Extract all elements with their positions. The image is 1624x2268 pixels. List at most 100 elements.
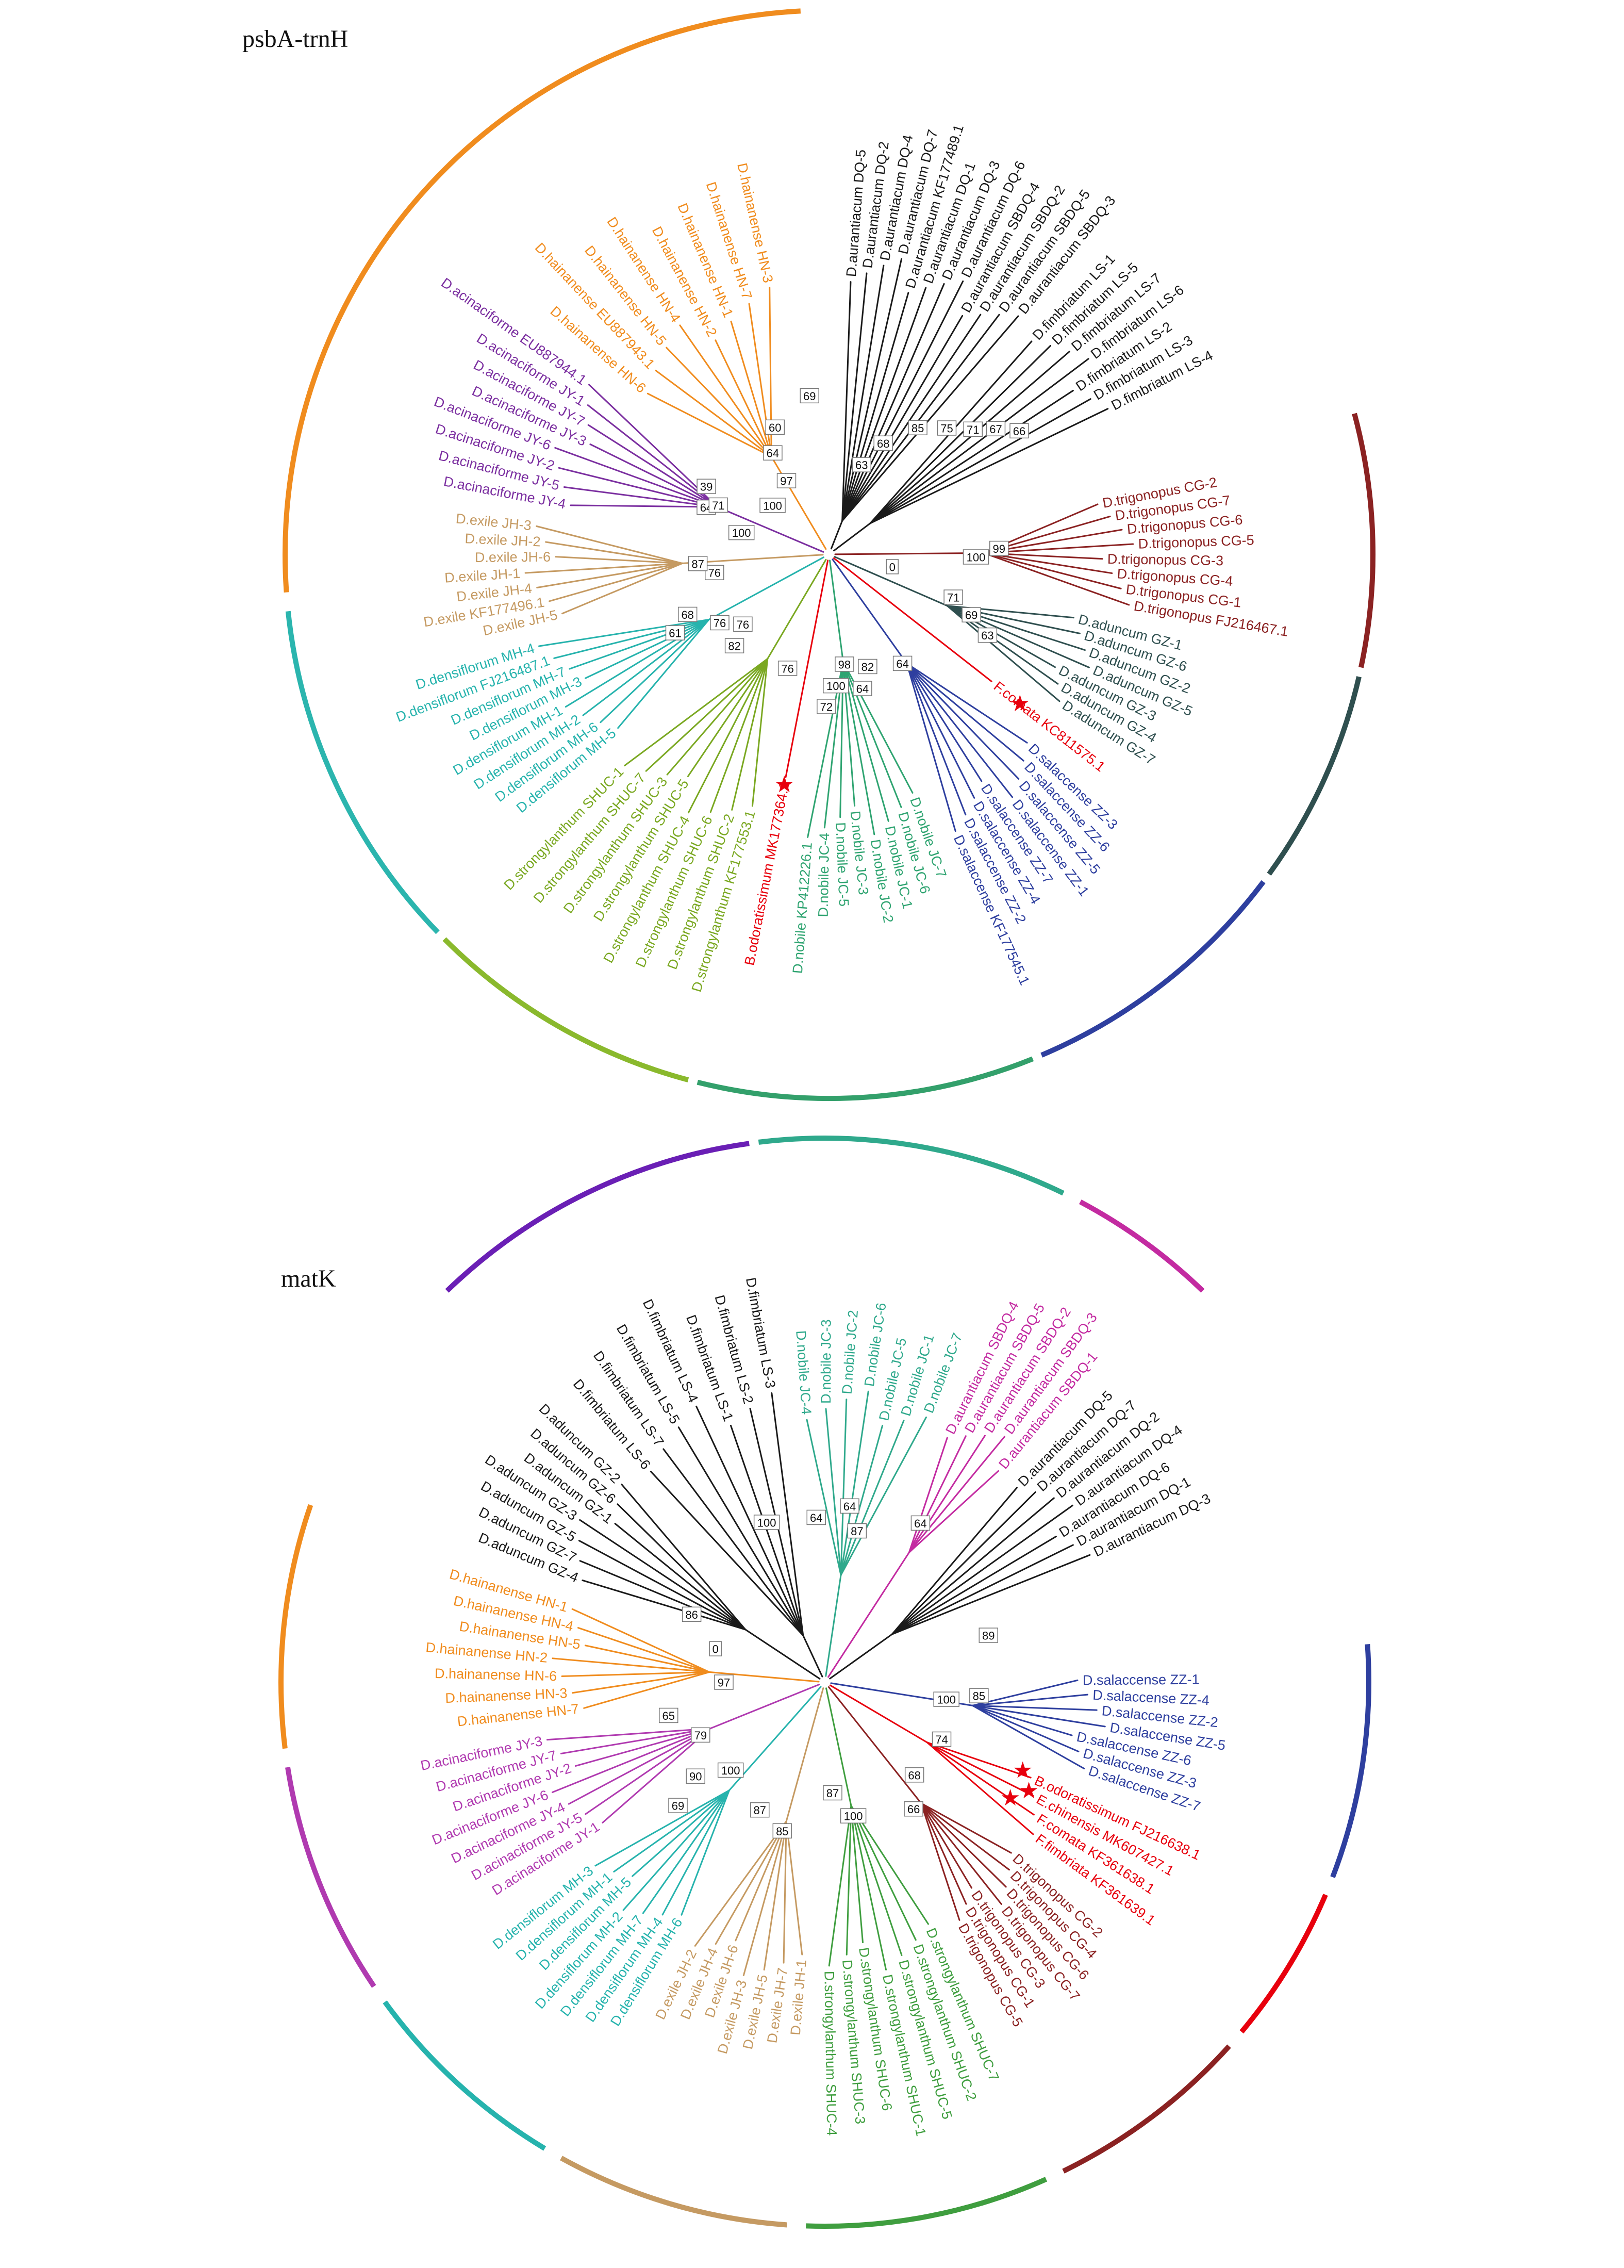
branch <box>614 1523 747 1631</box>
bootstrap-value: 76 <box>781 662 793 675</box>
bootstrap-value: 74 <box>935 1733 948 1746</box>
bootstrap-box <box>691 1727 710 1743</box>
branch <box>920 1802 973 1889</box>
bootstrap-value: 64 <box>767 447 779 460</box>
salaccense-arc <box>1040 880 1266 1058</box>
bootstrap-value: 87 <box>691 557 704 570</box>
bootstrap-box <box>852 457 872 472</box>
branch-stem <box>829 560 844 663</box>
branch <box>585 1728 711 1815</box>
bootstrap-value: 66 <box>1013 425 1025 438</box>
branch <box>536 562 684 589</box>
bootstrap-value: 75 <box>940 422 953 435</box>
branch <box>920 1802 1012 1854</box>
branch-stem <box>833 522 871 552</box>
branch-stem <box>812 560 829 636</box>
branch-stem <box>827 1686 922 1804</box>
bootstrap-box <box>709 1641 722 1656</box>
branch-stem <box>834 556 948 607</box>
bootstrap-value: 64 <box>856 683 869 696</box>
bootstrap-value: 100 <box>763 499 782 512</box>
hainanense-arc <box>278 1504 313 1749</box>
branch <box>742 1820 787 1977</box>
branch <box>583 1671 710 1709</box>
branch <box>568 1728 711 1805</box>
taxon-label: D.hainanense HN-3 <box>445 1685 568 1706</box>
branch <box>569 618 710 670</box>
taxon-label: D.exile JH-6 <box>475 549 551 565</box>
branch <box>841 292 909 522</box>
branch <box>546 1728 711 1741</box>
bootstrap-value: 82 <box>861 661 874 673</box>
bootstrap-value: 82 <box>728 640 740 653</box>
branch <box>570 504 719 508</box>
branch <box>783 1820 787 1964</box>
branch <box>920 1802 967 1905</box>
branch <box>841 314 1000 522</box>
branch <box>971 1704 1085 1770</box>
branch <box>558 467 719 508</box>
bootstrap-box <box>840 1808 867 1823</box>
bootstrap-value: 0 <box>712 1643 719 1656</box>
branch <box>560 1728 711 1754</box>
bootstrap-value: 87 <box>754 1804 766 1817</box>
sbdq-arc <box>1079 1199 1205 1293</box>
bootstrap-value: 100 <box>937 1694 956 1706</box>
outgroup-arc <box>1239 1894 1328 2034</box>
branch <box>841 315 964 522</box>
bootstrap-box <box>705 565 724 580</box>
bootstrap-box <box>688 556 708 571</box>
tree-matK: D.nobile JC-4 D.nobile JC-3 D.nobile JC-2 D… <box>278 1136 1371 2229</box>
branch <box>971 1704 1106 1728</box>
bootstrap-box <box>823 1785 842 1801</box>
branch <box>563 486 719 508</box>
branch <box>632 1789 730 1877</box>
branch <box>891 1535 1057 1635</box>
bootstrap-value: 64 <box>914 1517 926 1530</box>
branch <box>602 1728 711 1823</box>
bootstrap-value: 99 <box>993 543 1005 555</box>
bootstrap-value: 100 <box>757 1516 776 1529</box>
bootstrap-box <box>800 388 819 404</box>
hainanense-acinaciforme-arc <box>283 8 801 593</box>
branch <box>926 1741 1034 1797</box>
strongylanthum-arc <box>806 2177 1048 2229</box>
bootstrap-box <box>977 627 998 643</box>
branch <box>841 314 982 522</box>
bootstrap-value: 87 <box>826 1787 839 1800</box>
branch-stem <box>834 552 985 555</box>
branch <box>751 658 769 807</box>
branch <box>840 1424 884 1576</box>
bootstrap-box <box>847 1523 867 1539</box>
branch <box>536 525 684 564</box>
branch <box>731 658 769 811</box>
bootstrap-value: 90 <box>689 1770 702 1783</box>
bootstrap-box <box>873 435 893 451</box>
branch <box>561 562 684 615</box>
branch <box>677 1426 804 1636</box>
bootstrap-box <box>717 1762 744 1778</box>
taxon-label: D.nobile JC-6 <box>861 1302 889 1387</box>
branch <box>891 1487 1018 1635</box>
bootstrap-value: 76 <box>737 618 749 631</box>
branch <box>524 562 684 574</box>
bootstrap-value: 65 <box>662 1710 675 1722</box>
bootstrap-value: 98 <box>838 658 851 671</box>
branch <box>715 1820 787 1945</box>
branch <box>571 1608 710 1673</box>
bootstrap-box <box>763 445 783 461</box>
branch <box>579 1519 747 1631</box>
star-marker: ★ <box>1010 691 1030 716</box>
bootstrap-box <box>733 616 753 632</box>
branch <box>552 1657 710 1673</box>
bootstrap-box <box>932 1731 952 1747</box>
bootstrap-value: 100 <box>844 1810 863 1823</box>
branch <box>622 1789 730 1911</box>
bootstrap-box <box>728 524 755 540</box>
branch <box>891 1497 1055 1635</box>
taxon-label: D.nobile KP412226.1 <box>790 842 815 974</box>
bootstrap-box <box>817 699 836 714</box>
taxon-label: D.exile JH-2 <box>465 531 541 549</box>
